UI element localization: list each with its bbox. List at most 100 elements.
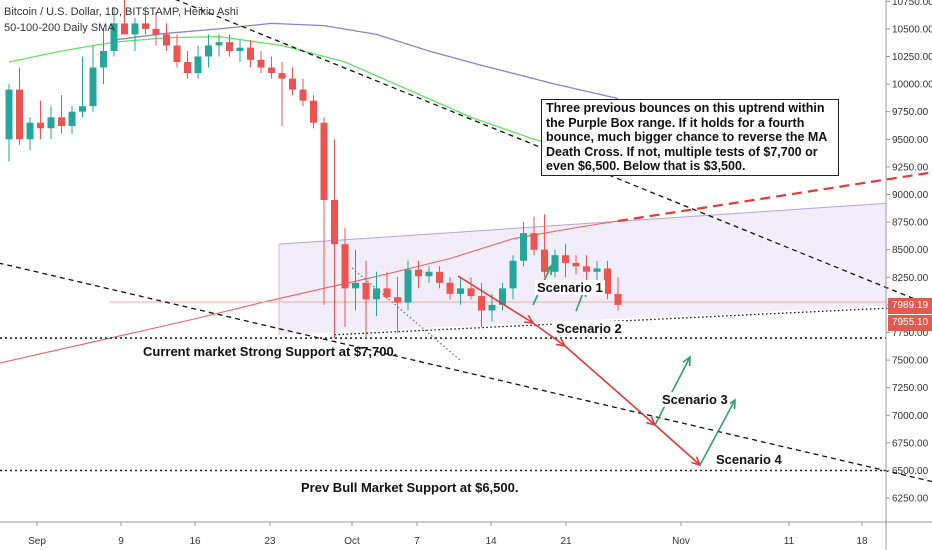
scenario-red-leg (532, 322, 566, 347)
scenario-green-leg (654, 356, 691, 426)
trendlines (0, 0, 932, 483)
y-tick-label: 9500.00 (892, 135, 929, 146)
candle-body (562, 255, 569, 263)
candle-body (58, 117, 65, 127)
support-7700-label: Current market Strong Support at $7,700. (143, 344, 398, 359)
scenario-4-label: Scenario 4 (714, 452, 784, 467)
y-tick-label: 7500.00 (892, 356, 929, 367)
price-tag-lower: 7955.10 (888, 315, 932, 331)
candle-body (331, 200, 338, 245)
x-tick-label: 14 (485, 536, 497, 547)
candle-body (215, 42, 223, 46)
y-tick-label: 9000.00 (892, 190, 929, 201)
candle-body (551, 255, 559, 272)
candle-body (184, 62, 191, 74)
y-tick-label: 8500.00 (892, 245, 929, 256)
y-tick-label: 7750.00 (892, 328, 929, 339)
chart-title: Bitcoin / U.S. Dollar, 1D, BITSTAMP, Hei… (4, 6, 239, 18)
trendline-3 (617, 171, 932, 223)
candle-body (163, 34, 170, 46)
candle-body (310, 100, 317, 123)
analysis-callout: Three previous bounces on this uptrend w… (541, 99, 839, 176)
trendline-0 (175, 0, 932, 307)
arrow-head (543, 264, 552, 276)
candle-body (89, 67, 97, 107)
candle-body (467, 288, 475, 297)
candle-body (205, 45, 212, 57)
candles (5, 0, 622, 339)
x-tick-label: Oct (344, 536, 360, 547)
candle-body (5, 89, 13, 140)
x-tick-label: 18 (856, 536, 868, 547)
y-tick-label: 6500.00 (892, 466, 929, 477)
y-tick-label: 7250.00 (892, 383, 929, 394)
candle-body (436, 271, 443, 283)
candle-body (614, 293, 622, 305)
x-tick-label: 21 (560, 536, 572, 547)
candle-body (488, 304, 496, 311)
arrow-head (682, 355, 691, 367)
scenario-3-label: Scenario 3 (660, 392, 730, 407)
candle-body (352, 282, 359, 289)
candle-body (68, 111, 76, 127)
candle-body (499, 288, 506, 305)
candle-body (394, 297, 401, 303)
x-tick-label: 16 (189, 536, 201, 547)
scenario-2-label: Scenario 2 (554, 321, 624, 336)
candle-body (404, 269, 412, 303)
candle-body (257, 59, 265, 68)
candle-body (520, 233, 527, 261)
candle-body (278, 73, 286, 79)
y-tick-label: 10000.00 (892, 80, 932, 91)
candle-body (299, 89, 307, 101)
candle-body (226, 42, 233, 51)
candle-body (320, 122, 328, 201)
candle-body (583, 266, 590, 272)
scenario-red-leg (564, 345, 656, 426)
candle-body (100, 50, 107, 68)
support-6500-label: Prev Bull Market Support at $6,500. (301, 480, 519, 495)
candle-body (478, 296, 485, 311)
candle-body (541, 249, 548, 272)
candle-body (604, 268, 611, 294)
candle-body (247, 47, 254, 60)
candle-body (236, 47, 244, 51)
candle-body (415, 269, 422, 277)
x-tick-label: 11 (784, 536, 795, 547)
x-tick-label: Sep (28, 536, 46, 547)
candle-body (110, 23, 118, 51)
candle-body (289, 78, 296, 90)
candle-body (446, 282, 454, 294)
candle-body (16, 89, 23, 140)
x-tick-label: 9 (118, 536, 124, 547)
y-tick-label: 8250.00 (892, 273, 929, 284)
arrow-head (727, 398, 736, 410)
sma-100-line (113, 22, 619, 100)
x-tick-label: Nov (672, 536, 690, 547)
y-tick-label: 10500.00 (892, 24, 932, 35)
scenario-paths (457, 264, 736, 467)
candle-body (142, 23, 149, 29)
x-axis: Sep 9 16 23 Oct 7 14 21 Nov 11 18 (0, 521, 932, 547)
y-tick-label: 9750.00 (892, 107, 929, 118)
y-tick-label: 10250.00 (892, 52, 932, 63)
y-tick-label: 6750.00 (892, 438, 929, 449)
y-tick-label: 9250.00 (892, 162, 929, 173)
y-tick-label: 8750.00 (892, 218, 929, 229)
candle-body (572, 262, 580, 267)
candle-body (373, 288, 380, 300)
candle-body (383, 288, 391, 298)
candle-body (173, 45, 181, 63)
candle-body (194, 56, 202, 74)
scenario-green-leg (699, 399, 736, 466)
y-tick-label: 10750.00 (892, 0, 932, 8)
trendline-1 (0, 262, 932, 483)
x-tick-label: 23 (264, 536, 276, 547)
scenario-1-label: Scenario 1 (535, 280, 605, 295)
scenario-red-leg (654, 424, 701, 466)
y-tick-label: 6250.00 (892, 494, 929, 505)
candle-body (26, 122, 34, 140)
candle-body (457, 288, 464, 294)
x-tick-label: 7 (414, 536, 420, 547)
